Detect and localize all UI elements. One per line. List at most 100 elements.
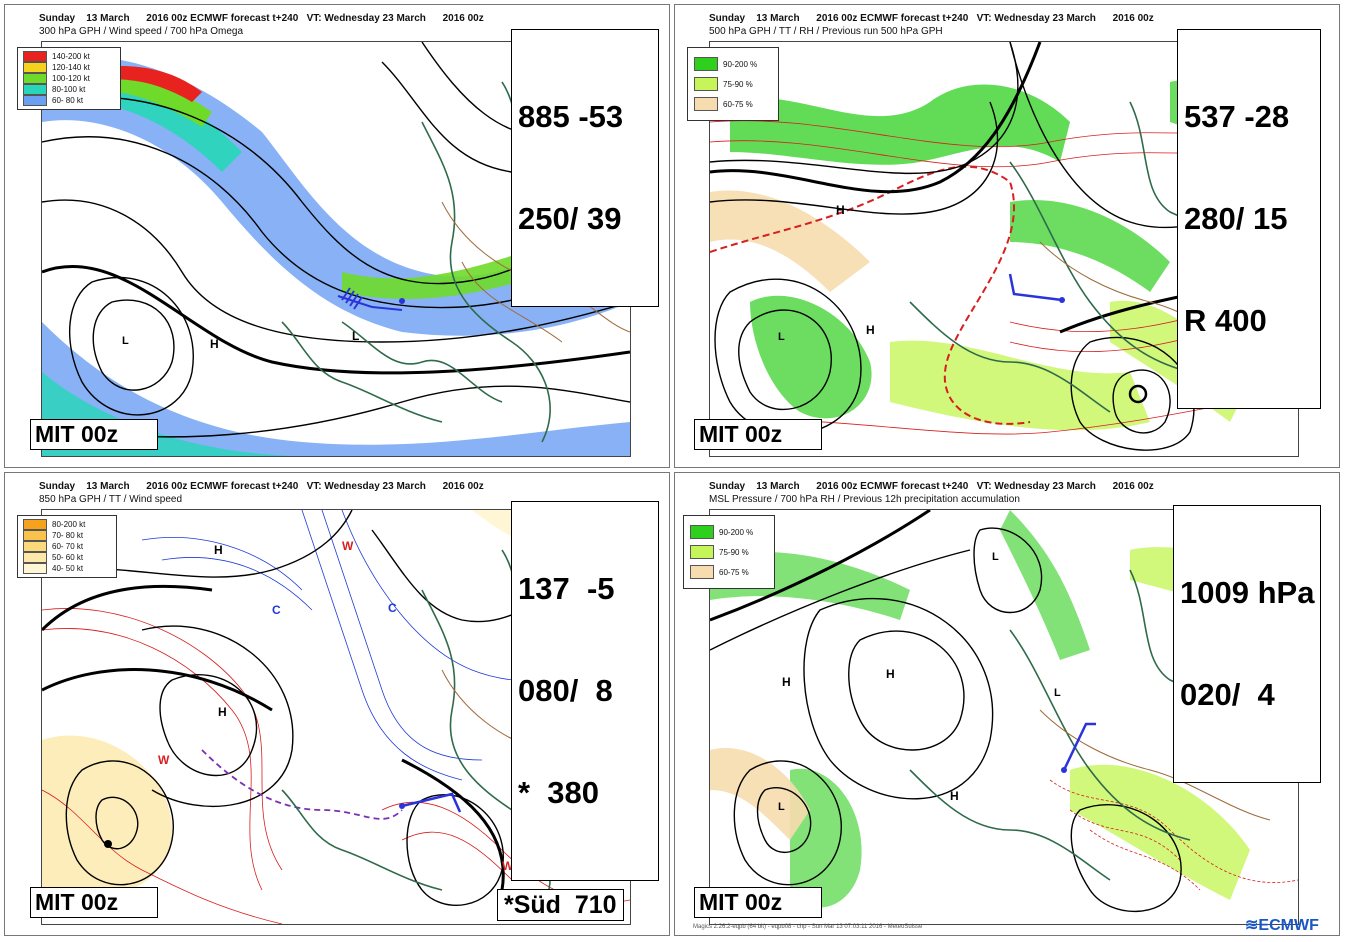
run-stamp: MIT 00z	[30, 419, 158, 450]
panel-msl: Sunday 13 March 2016 00z ECMWF forecast …	[674, 472, 1340, 936]
value-line: 280/ 15	[1184, 201, 1288, 236]
svg-text:W: W	[158, 753, 170, 767]
legend-swatch	[690, 545, 714, 559]
legend-item: 60- 80 kt	[23, 95, 115, 106]
legend-swatch	[690, 565, 714, 579]
legend: 140-200 kt 120-140 kt 100-120 kt 80-100 …	[17, 47, 121, 110]
value-box: 137 -5 080/ 8 * 380	[511, 501, 659, 881]
legend-label: 50- 60 kt	[52, 553, 84, 562]
svg-text:L: L	[122, 335, 129, 347]
legend-label: 60- 70 kt	[52, 542, 84, 551]
legend-label: 70- 80 kt	[52, 531, 84, 540]
run-stamp: MIT 00z	[30, 887, 158, 918]
svg-text:H: H	[950, 789, 959, 803]
legend-label: 80-100 kt	[52, 85, 86, 94]
legend-swatch	[694, 97, 718, 111]
legend-label: 100-120 kt	[52, 74, 90, 83]
value-line: 020/ 4	[1180, 677, 1275, 712]
value-line: 885 -53	[518, 99, 624, 134]
logo-text: ECMWF	[1258, 917, 1319, 934]
panel-header-subtitle: 850 hPa GPH / TT / Wind speed	[39, 494, 183, 505]
legend-item: 80-100 kt	[23, 84, 115, 95]
panel-header-subtitle: 500 hPa GPH / TT / RH / Previous run 500…	[709, 26, 943, 37]
panel-850hpa: Sunday 13 March 2016 00z ECMWF forecast …	[4, 472, 670, 936]
value-line: 137 -5	[518, 571, 615, 606]
svg-text:L: L	[778, 331, 785, 343]
svg-text:C: C	[272, 603, 281, 617]
panel-header-title: Sunday 13 March 2016 00z ECMWF forecast …	[709, 13, 1154, 24]
legend-swatch	[23, 62, 47, 73]
legend-swatch	[23, 95, 47, 106]
panel-header-subtitle: 300 hPa GPH / Wind speed / 700 hPa Omega	[39, 26, 244, 37]
svg-text:W: W	[342, 539, 354, 553]
legend-item: 80-200 kt	[23, 519, 111, 530]
legend-swatch	[23, 84, 47, 95]
legend-item: 75-90 %	[690, 542, 768, 562]
legend-swatch	[23, 541, 47, 552]
map-graphic: H H H L L L	[710, 510, 1298, 912]
legend-item: 140-200 kt	[23, 51, 115, 62]
legend-swatch	[694, 77, 718, 91]
svg-text:H: H	[866, 323, 875, 337]
legend-item: 75-90 %	[694, 74, 772, 94]
svg-text:L: L	[352, 329, 359, 343]
legend-item: 60-75 %	[694, 94, 772, 114]
svg-text:H: H	[836, 203, 845, 217]
legend-swatch	[23, 530, 47, 541]
legend-label: 60- 80 kt	[52, 96, 84, 105]
legend-label: 80-200 kt	[52, 520, 86, 529]
legend-item: 100-120 kt	[23, 73, 115, 84]
legend-item: 120-140 kt	[23, 62, 115, 73]
value-line: R 400	[1184, 303, 1267, 338]
value-box: 885 -53 250/ 39	[511, 29, 659, 307]
legend-label: 90-200 %	[719, 527, 754, 537]
legend-swatch	[23, 519, 47, 530]
svg-text:L: L	[1054, 687, 1061, 699]
legend-swatch	[23, 552, 47, 563]
panel-500hpa: Sunday 13 March 2016 00z ECMWF forecast …	[674, 4, 1340, 468]
legend-item: 60- 70 kt	[23, 541, 111, 552]
legend-label: 60-75 %	[723, 99, 753, 109]
svg-text:L: L	[778, 801, 785, 813]
panel-300hpa: Sunday 13 March 2016 00z ECMWF forecast …	[4, 4, 670, 468]
panel-header-title: Sunday 13 March 2016 00z ECMWF forecast …	[709, 481, 1154, 492]
legend-label: 90-200 %	[723, 59, 758, 69]
panel-header-subtitle: MSL Pressure / 700 hPa RH / Previous 12h…	[709, 494, 1020, 505]
run-stamp: MIT 00z	[694, 887, 822, 918]
legend-item: 40- 50 kt	[23, 563, 111, 574]
legend-item: 60-75 %	[690, 562, 768, 582]
legend-label: 60-75 %	[719, 567, 749, 577]
footer-credit: Magics 2.26.2-eqpb (64 bit) - eqpb08 - c…	[693, 924, 923, 930]
legend-swatch	[23, 51, 47, 62]
svg-text:L: L	[992, 551, 999, 563]
legend-item: 90-200 %	[690, 522, 768, 542]
legend-label: 40- 50 kt	[52, 564, 84, 573]
svg-text:C: C	[388, 601, 397, 615]
legend-item: 90-200 %	[694, 54, 772, 74]
ecmwf-logo: ≋ECMWF	[1245, 915, 1319, 935]
svg-text:H: H	[210, 337, 219, 351]
panel-header-title: Sunday 13 March 2016 00z ECMWF forecast …	[39, 13, 484, 24]
legend: 80-200 kt 70- 80 kt 60- 70 kt 50- 60 kt …	[17, 515, 117, 578]
value-line: 250/ 39	[518, 201, 622, 236]
legend-label: 120-140 kt	[52, 63, 90, 72]
south-value-box: *Süd 710	[497, 889, 624, 921]
legend-swatch	[23, 563, 47, 574]
value-line: 1009 hPa	[1180, 575, 1315, 610]
panel-header-title: Sunday 13 March 2016 00z ECMWF forecast …	[39, 481, 484, 492]
legend: 90-200 % 75-90 % 60-75 %	[683, 515, 775, 589]
legend-label: 140-200 kt	[52, 52, 90, 61]
legend-swatch	[694, 57, 718, 71]
legend-item: 50- 60 kt	[23, 552, 111, 563]
value-line: 080/ 8	[518, 673, 613, 708]
value-box: 537 -28 280/ 15 R 400	[1177, 29, 1321, 409]
value-line: * 380	[518, 775, 600, 810]
legend-label: 75-90 %	[719, 547, 749, 557]
legend: 90-200 % 75-90 % 60-75 %	[687, 47, 779, 121]
legend-swatch	[690, 525, 714, 539]
svg-text:H: H	[214, 543, 223, 557]
value-line: 537 -28	[1184, 99, 1290, 134]
svg-text:H: H	[218, 705, 227, 719]
value-box: 1009 hPa 020/ 4	[1173, 505, 1321, 783]
legend-swatch	[23, 73, 47, 84]
